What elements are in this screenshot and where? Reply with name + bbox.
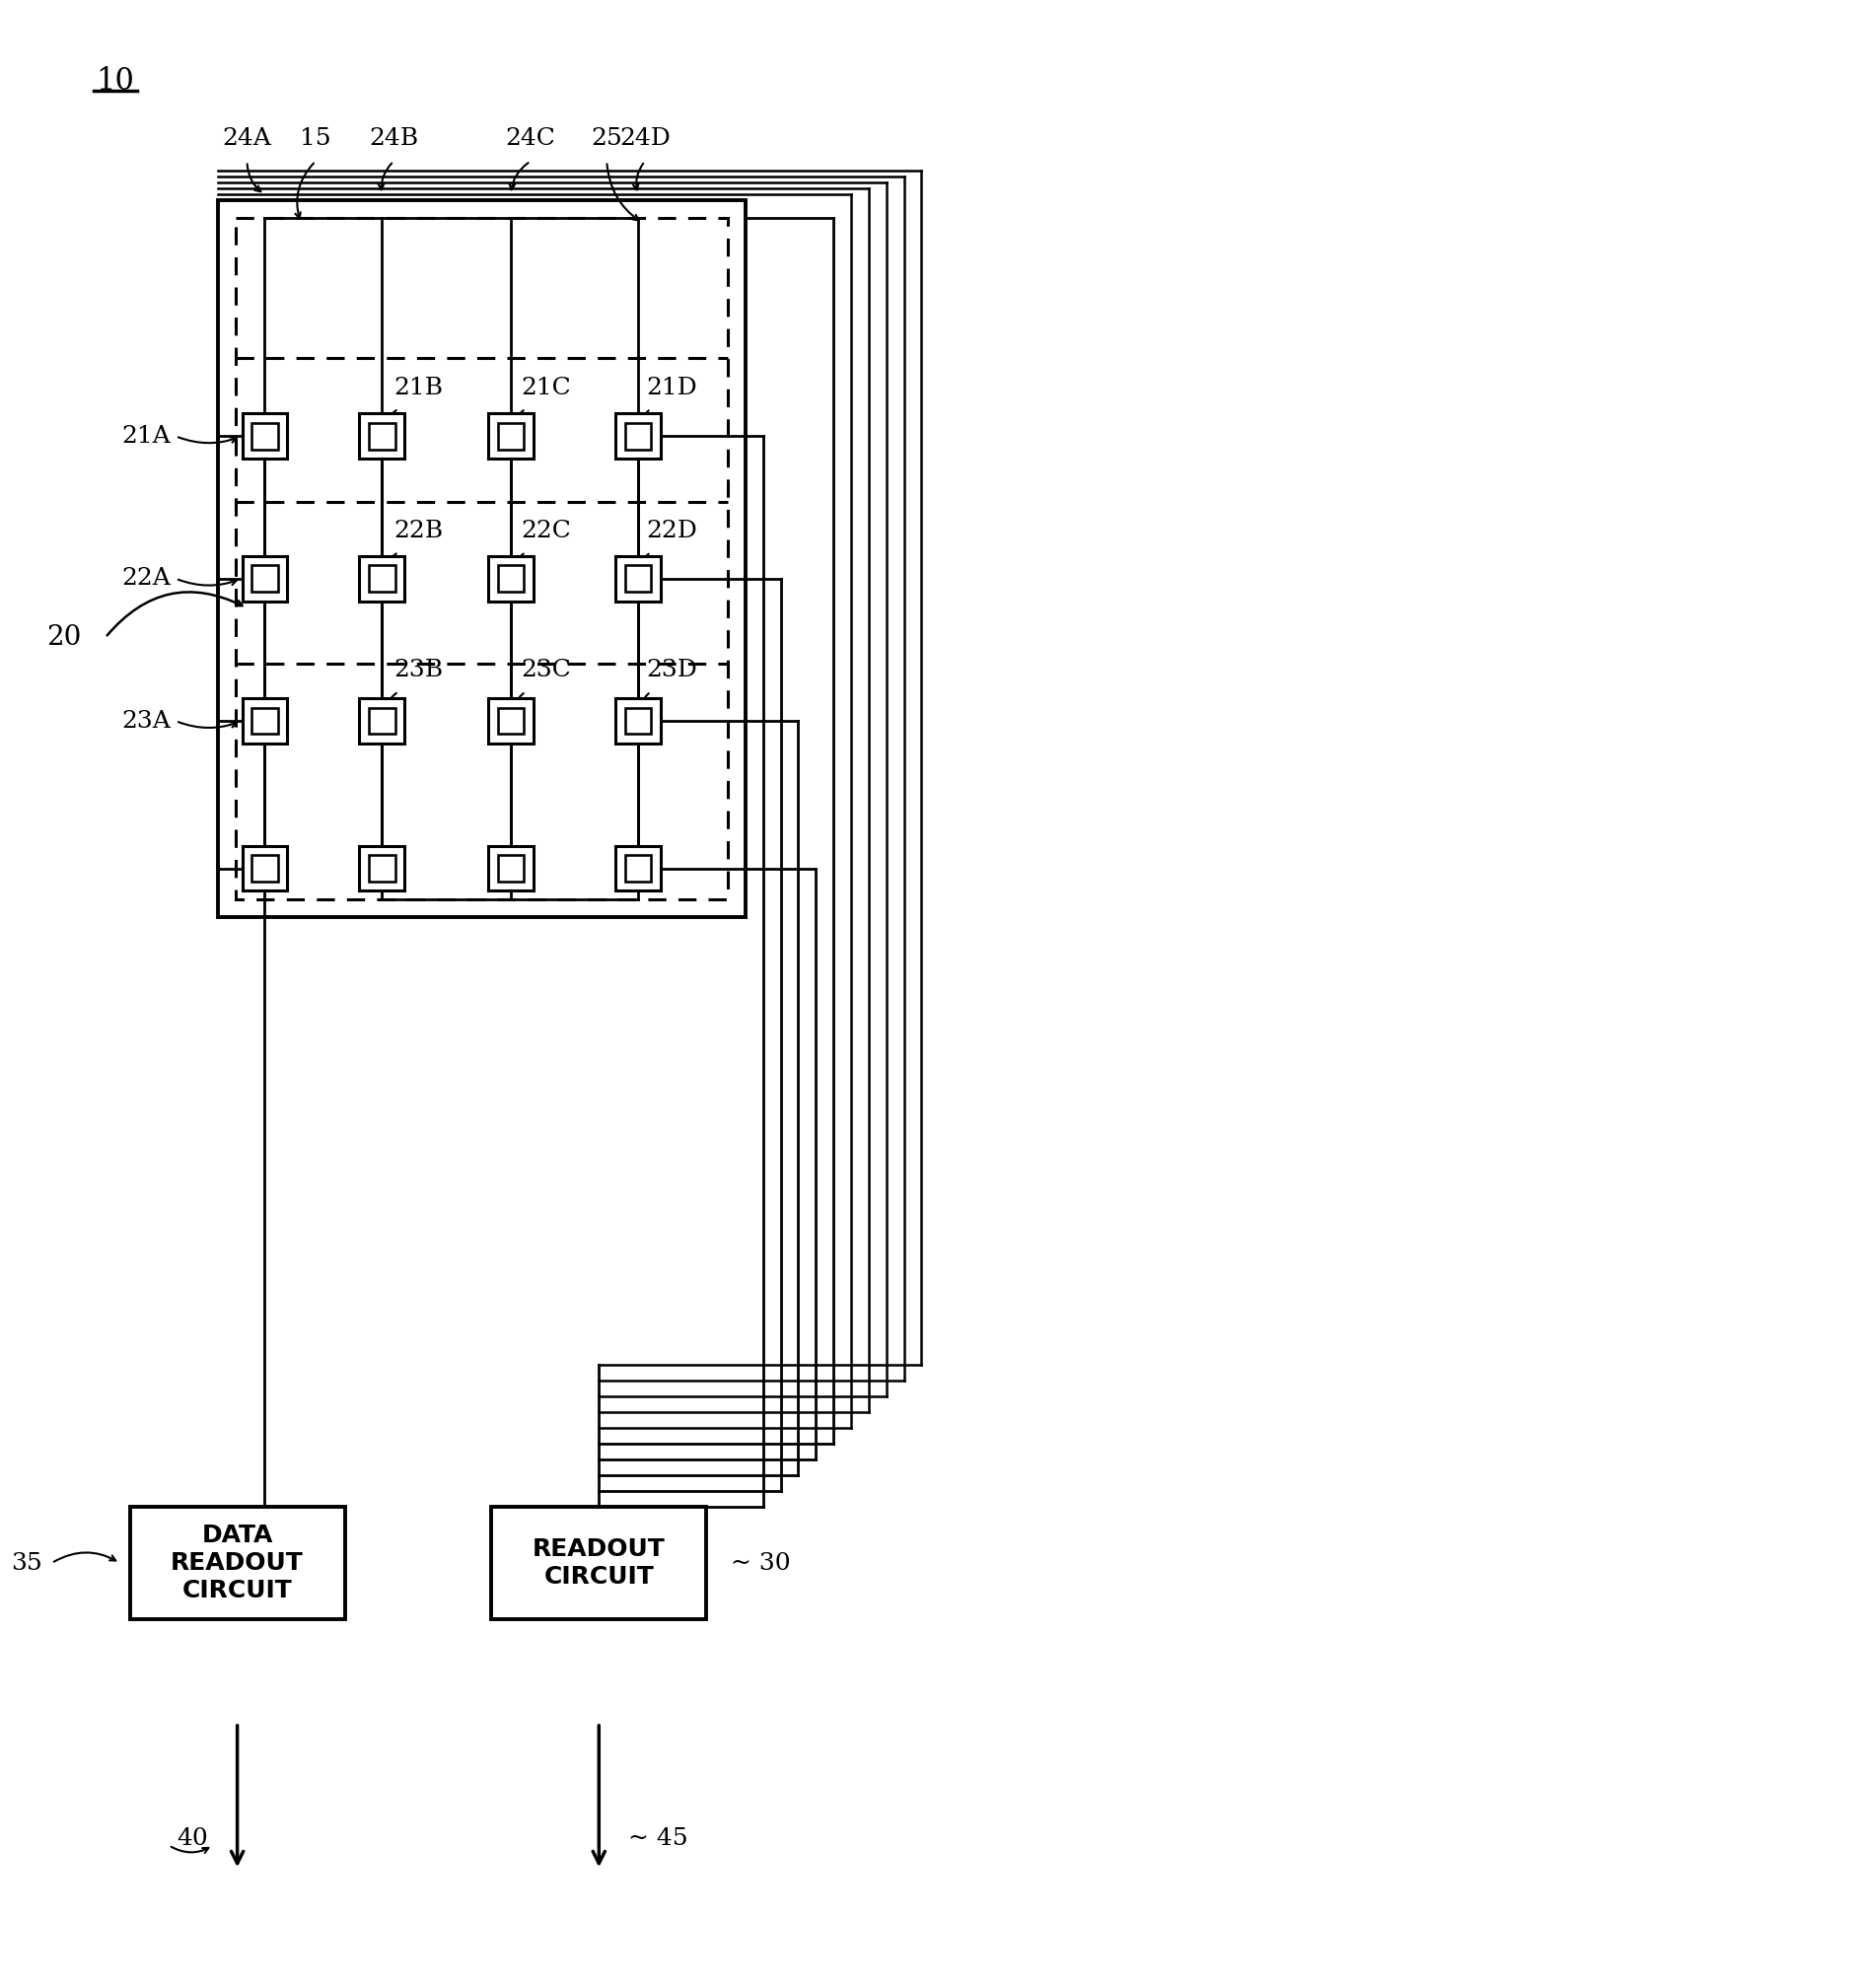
- Text: 25: 25: [590, 127, 622, 149]
- Bar: [614, 698, 661, 744]
- Bar: [497, 565, 523, 592]
- Text: 21B: 21B: [393, 376, 444, 400]
- Text: 23A: 23A: [122, 710, 171, 732]
- Text: 22B: 22B: [393, 519, 444, 543]
- Bar: [241, 557, 288, 600]
- Bar: [360, 557, 405, 600]
- Bar: [251, 708, 278, 734]
- Bar: [241, 698, 288, 744]
- Bar: [241, 845, 288, 891]
- Bar: [625, 708, 651, 734]
- Text: 23C: 23C: [520, 660, 570, 682]
- Bar: [625, 423, 651, 449]
- Bar: [217, 201, 744, 916]
- Text: DATA
READOUT
CIRCUIT: DATA READOUT CIRCUIT: [171, 1525, 304, 1602]
- Bar: [369, 708, 395, 734]
- Text: 10: 10: [95, 66, 134, 97]
- Text: READOUT
CIRCUIT: READOUT CIRCUIT: [533, 1537, 664, 1588]
- Bar: [236, 219, 728, 901]
- Bar: [625, 855, 651, 881]
- Text: 24C: 24C: [505, 127, 555, 149]
- Text: 40: 40: [176, 1827, 208, 1851]
- Bar: [497, 708, 523, 734]
- Bar: [369, 565, 395, 592]
- Text: 23B: 23B: [393, 660, 444, 682]
- Bar: [492, 1507, 705, 1620]
- Bar: [488, 845, 533, 891]
- Bar: [251, 855, 278, 881]
- Bar: [241, 414, 288, 459]
- Bar: [360, 845, 405, 891]
- Text: 24D: 24D: [618, 127, 670, 149]
- Bar: [488, 414, 533, 459]
- Bar: [614, 845, 661, 891]
- Bar: [488, 698, 533, 744]
- Bar: [369, 423, 395, 449]
- Text: 24B: 24B: [369, 127, 418, 149]
- Text: 21C: 21C: [520, 376, 570, 400]
- Bar: [488, 557, 533, 600]
- Text: ~ 45: ~ 45: [627, 1827, 689, 1851]
- Bar: [614, 557, 661, 600]
- Bar: [614, 414, 661, 459]
- Text: 22C: 22C: [520, 519, 570, 543]
- Text: 20: 20: [46, 624, 82, 650]
- Text: 15: 15: [299, 127, 330, 149]
- Text: ~ 30: ~ 30: [731, 1553, 791, 1574]
- Bar: [360, 414, 405, 459]
- Bar: [130, 1507, 345, 1620]
- Bar: [251, 565, 278, 592]
- Bar: [497, 423, 523, 449]
- Bar: [369, 855, 395, 881]
- Text: 21A: 21A: [122, 425, 171, 447]
- Bar: [251, 423, 278, 449]
- Text: 21D: 21D: [646, 376, 696, 400]
- Text: 22A: 22A: [122, 567, 171, 590]
- Text: 35: 35: [11, 1553, 43, 1574]
- Text: 24A: 24A: [223, 127, 271, 149]
- Bar: [360, 698, 405, 744]
- Bar: [497, 855, 523, 881]
- Bar: [625, 565, 651, 592]
- Text: 23D: 23D: [646, 660, 696, 682]
- Text: 22D: 22D: [646, 519, 696, 543]
